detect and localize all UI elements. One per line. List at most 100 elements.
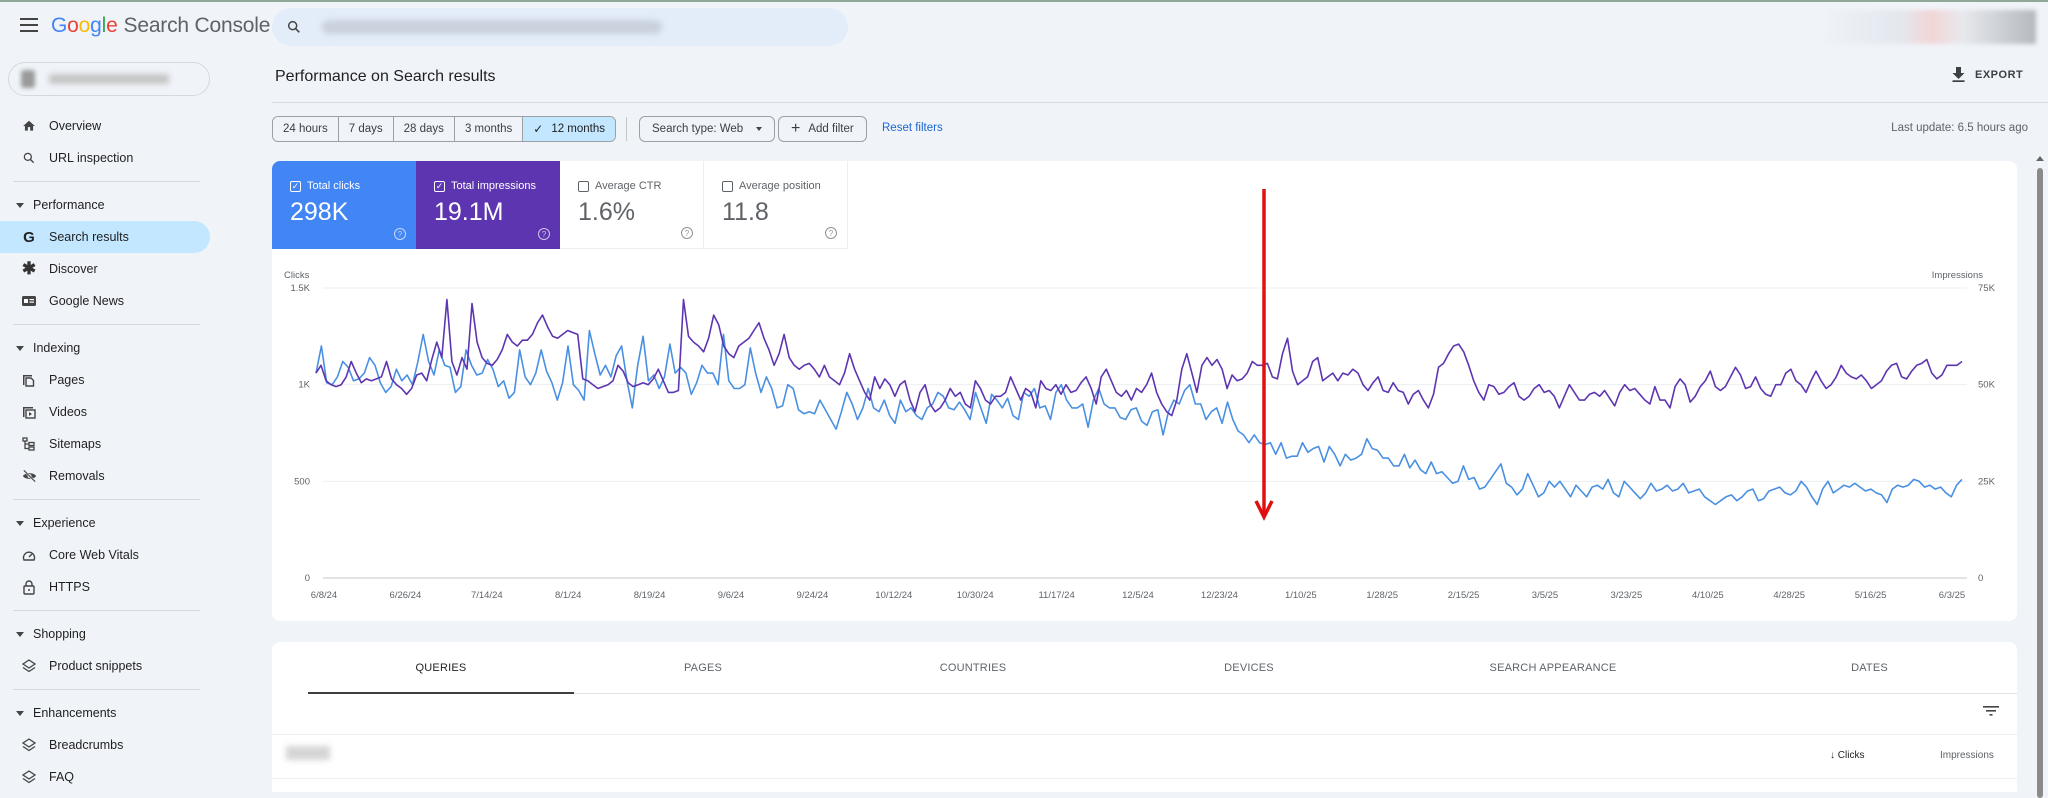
video-icon bbox=[21, 404, 37, 420]
sidebar-item-breadcrumbs[interactable]: Breadcrumbs bbox=[0, 729, 210, 761]
product-name: Search Console bbox=[123, 14, 271, 37]
help-icon[interactable]: ? bbox=[538, 228, 550, 240]
sidebar-section-performance[interactable]: Performance bbox=[0, 189, 212, 221]
sidebar-item-pages[interactable]: Pages bbox=[0, 364, 210, 396]
news-icon bbox=[21, 293, 37, 309]
sidebar-item-overview[interactable]: Overview bbox=[0, 110, 210, 142]
metric-average-ctr[interactable]: Average CTR 1.6% ? bbox=[560, 161, 704, 249]
tab-queries[interactable]: QUERIES bbox=[308, 642, 574, 694]
sidebar-section-experience[interactable]: Experience bbox=[0, 507, 212, 539]
x-tick: 2/15/25 bbox=[1448, 590, 1480, 601]
range-7-days[interactable]: 7 days bbox=[338, 117, 394, 141]
x-tick: 11/17/24 bbox=[1038, 590, 1074, 601]
x-tick: 10/12/24 bbox=[875, 590, 912, 601]
checkbox-unchecked-icon[interactable] bbox=[722, 180, 733, 192]
caret-down-icon bbox=[16, 631, 24, 637]
section-label: Shopping bbox=[33, 627, 86, 641]
range-3-months[interactable]: 3 months bbox=[454, 117, 524, 141]
x-tick: 6/26/24 bbox=[390, 590, 422, 601]
google-g-icon: G bbox=[23, 228, 35, 246]
sidebar-nav: Overview URL inspection Performance G Se… bbox=[0, 110, 212, 793]
property-name-redacted bbox=[49, 74, 169, 84]
tab-pages[interactable]: PAGES bbox=[683, 661, 723, 674]
help-icon[interactable]: ? bbox=[394, 228, 406, 240]
divider bbox=[13, 610, 200, 611]
reset-filters-link[interactable]: Reset filters bbox=[882, 122, 943, 134]
x-tick: 4/10/25 bbox=[1692, 590, 1724, 601]
property-favicon bbox=[21, 70, 35, 88]
metric-label: Average position bbox=[739, 180, 821, 192]
y-axis-title-left: Clicks bbox=[284, 270, 310, 281]
checkbox-checked-icon[interactable]: ✓ bbox=[434, 180, 445, 192]
help-icon[interactable]: ? bbox=[681, 227, 693, 239]
x-tick: 6/8/24 bbox=[311, 590, 337, 601]
account-area-redacted[interactable] bbox=[1826, 10, 2036, 44]
dimension-table-card: QUERIES PAGES COUNTRIES DEVICES SEARCH A… bbox=[272, 642, 2017, 792]
metric-label: Average CTR bbox=[595, 180, 662, 192]
google-logo-text: Google bbox=[51, 14, 118, 37]
help-icon[interactable]: ? bbox=[825, 227, 837, 239]
scroll-up-arrow-icon[interactable] bbox=[2036, 156, 2044, 161]
column-header-impressions[interactable]: Impressions bbox=[1940, 750, 1994, 761]
sidebar-item-core-web-vitals[interactable]: Core Web Vitals bbox=[0, 539, 210, 571]
filter-rows-icon[interactable] bbox=[1983, 704, 1999, 722]
column-header-clicks[interactable]: ↓ Clicks bbox=[1830, 750, 1864, 761]
range-12-months[interactable]: ✓ 12 months bbox=[523, 117, 616, 141]
caret-down-icon bbox=[16, 520, 24, 526]
search-type-dropdown[interactable]: Search type: Web bbox=[639, 116, 776, 142]
sidebar-item-discover[interactable]: ✱ Discover bbox=[0, 253, 210, 285]
range-label: 12 months bbox=[551, 123, 606, 135]
x-tick: 4/28/25 bbox=[1773, 590, 1805, 601]
divider bbox=[272, 102, 2048, 103]
scrollbar-thumb[interactable] bbox=[2037, 168, 2043, 798]
sidebar-item-google-news[interactable]: Google News bbox=[0, 285, 210, 317]
sidebar-item-search-results[interactable]: G Search results bbox=[0, 221, 210, 253]
sidebar-item-product-snippets[interactable]: Product snippets bbox=[0, 650, 210, 682]
tab-devices[interactable]: DEVICES bbox=[1224, 661, 1274, 674]
home-icon bbox=[21, 118, 37, 134]
sidebar-item-videos[interactable]: Videos bbox=[0, 396, 210, 428]
app-logo[interactable]: Google Search Console bbox=[51, 14, 270, 38]
property-selector[interactable] bbox=[8, 62, 210, 96]
sidebar-section-enhancements[interactable]: Enhancements bbox=[0, 697, 212, 729]
hamburger-menu-icon[interactable] bbox=[20, 18, 38, 32]
sidebar-item-label: Videos bbox=[49, 405, 87, 419]
tab-countries[interactable]: COUNTRIES bbox=[939, 661, 1007, 674]
checkbox-unchecked-icon[interactable] bbox=[578, 180, 589, 192]
x-tick: 7/14/24 bbox=[471, 590, 503, 601]
page-scrollbar[interactable] bbox=[2036, 156, 2044, 798]
x-tick: 1/10/25 bbox=[1285, 590, 1317, 601]
y-tick-right: 75K bbox=[1978, 283, 1996, 294]
layers-icon bbox=[21, 737, 37, 753]
metric-average-position[interactable]: Average position 11.8 ? bbox=[704, 161, 848, 249]
search-input[interactable] bbox=[272, 8, 848, 46]
divider bbox=[13, 181, 200, 182]
series-line-impressions bbox=[315, 298, 1963, 417]
sidebar-item-removals[interactable]: Removals bbox=[0, 460, 210, 492]
column-label: Clicks bbox=[1837, 750, 1865, 761]
sidebar-section-shopping[interactable]: Shopping bbox=[0, 618, 212, 650]
add-filter-button[interactable]: + Add filter bbox=[778, 116, 867, 142]
sidebar-item-sitemaps[interactable]: Sitemaps bbox=[0, 428, 210, 460]
sidebar-section-indexing[interactable]: Indexing bbox=[0, 332, 212, 364]
export-label: EXPORT bbox=[1975, 68, 2024, 81]
metric-label: Total impressions bbox=[451, 180, 536, 192]
metric-total-clicks[interactable]: ✓ Total clicks 298K ? bbox=[272, 161, 416, 249]
download-icon bbox=[1952, 67, 1965, 82]
pages-icon bbox=[21, 372, 37, 388]
checkbox-checked-icon[interactable]: ✓ bbox=[290, 180, 301, 192]
series-line-clicks bbox=[315, 329, 1963, 506]
tab-search-appearance[interactable]: SEARCH APPEARANCE bbox=[1489, 661, 1617, 674]
range-24-hours[interactable]: 24 hours bbox=[273, 117, 339, 141]
metric-total-impressions[interactable]: ✓ Total impressions 19.1M ? bbox=[416, 161, 560, 249]
export-button[interactable]: EXPORT bbox=[1952, 67, 2023, 82]
sidebar-item-faq[interactable]: FAQ bbox=[0, 761, 210, 793]
sidebar-item-url-inspection[interactable]: URL inspection bbox=[0, 142, 210, 174]
section-label: Indexing bbox=[33, 341, 81, 355]
range-28-days[interactable]: 28 days bbox=[393, 117, 455, 141]
divider bbox=[13, 689, 200, 690]
sidebar-item-https[interactable]: HTTPS bbox=[0, 571, 210, 603]
tab-dates[interactable]: DATES bbox=[1851, 661, 1888, 674]
y-tick-left: 500 bbox=[294, 476, 310, 487]
caret-down-icon bbox=[16, 202, 24, 208]
